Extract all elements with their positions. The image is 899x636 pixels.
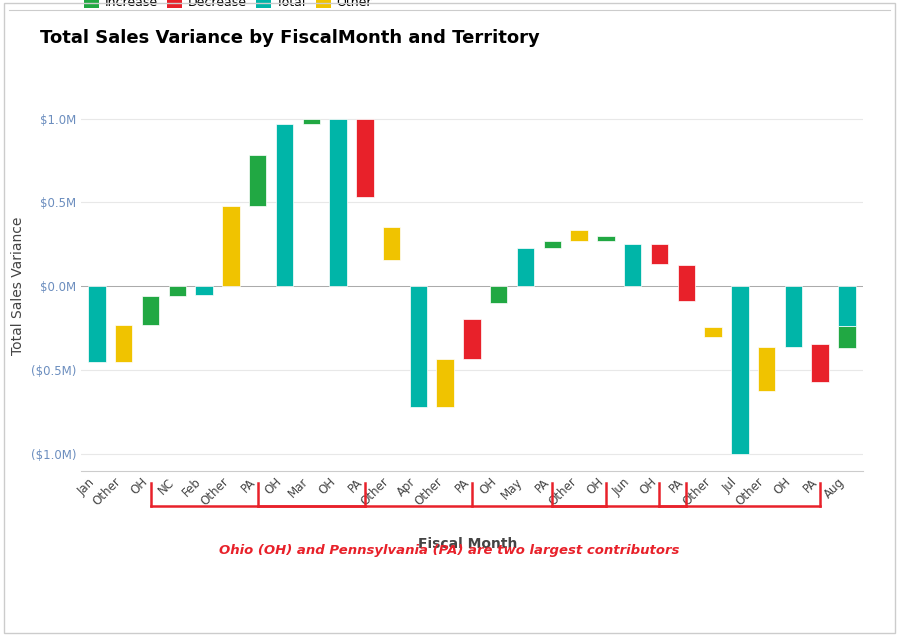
Bar	[704, 328, 722, 337]
Bar	[570, 230, 588, 241]
Bar	[329, 118, 347, 286]
Bar	[544, 241, 561, 247]
Bar	[838, 326, 856, 349]
Bar	[785, 286, 802, 347]
Bar	[838, 286, 856, 326]
Bar	[410, 286, 427, 407]
Bar	[303, 118, 320, 123]
Bar	[463, 319, 481, 359]
Bar	[731, 286, 749, 454]
Bar	[276, 123, 293, 286]
Bar	[222, 205, 240, 286]
Bar	[195, 286, 213, 295]
Y-axis label: Total Sales Variance: Total Sales Variance	[11, 217, 25, 356]
Bar	[517, 247, 534, 286]
Bar	[437, 359, 454, 407]
Bar	[383, 226, 400, 260]
Bar	[249, 155, 266, 205]
Text: Total Sales Variance by FiscalMonth and Territory: Total Sales Variance by FiscalMonth and …	[40, 29, 540, 46]
Bar	[169, 286, 186, 296]
Bar	[812, 344, 829, 382]
Bar	[678, 265, 695, 301]
Legend: Increase, Decrease, Total, Other: Increase, Decrease, Total, Other	[79, 0, 377, 13]
Bar	[651, 244, 668, 265]
Bar	[490, 286, 507, 303]
Bar	[142, 296, 159, 325]
Bar	[624, 244, 641, 286]
Text: Ohio (OH) and Pennsylvania (PA) are two largest contributors: Ohio (OH) and Pennsylvania (PA) are two …	[219, 544, 680, 556]
Bar	[356, 118, 374, 197]
Bar	[115, 325, 132, 362]
Bar	[597, 235, 615, 241]
Text: Fiscal Month: Fiscal Month	[418, 537, 517, 551]
Bar	[88, 286, 106, 362]
Bar	[758, 347, 775, 391]
